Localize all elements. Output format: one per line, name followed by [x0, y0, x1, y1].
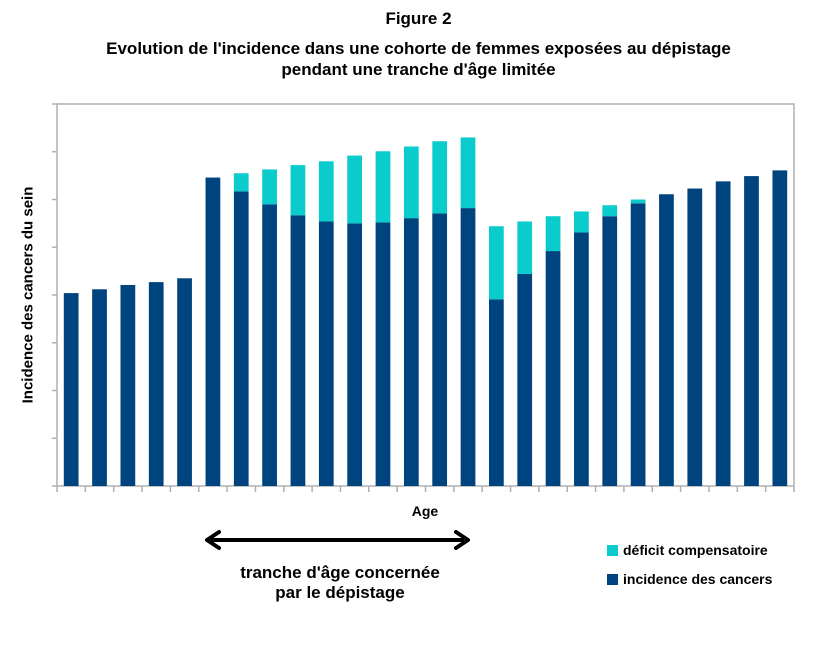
bar-incidence [290, 215, 306, 486]
chart-title: Evolution de l'incidence dans une cohort… [0, 38, 837, 80]
bar-deficit [432, 141, 448, 214]
bar-deficit [517, 221, 533, 274]
arrow-head-right [454, 530, 470, 550]
legend-item-deficit: déficit compensatoire [607, 542, 768, 558]
bar-deficit [347, 155, 363, 224]
legend-swatch-deficit [607, 544, 618, 556]
arrow-head-left [205, 530, 221, 550]
bar-deficit [630, 199, 646, 204]
bar-incidence [574, 232, 589, 486]
bar-deficit [460, 137, 476, 209]
x-axis-label: Age [411, 503, 439, 519]
bar-incidence [403, 218, 419, 486]
legend-label-deficit: déficit compensatoire [623, 542, 768, 558]
bar-incidence [148, 282, 164, 486]
bar-incidence [488, 299, 504, 486]
bar-incidence [120, 284, 136, 486]
bar-incidence [687, 188, 703, 486]
bar-incidence [630, 203, 646, 486]
legend-label-incidence: incidence des cancers [623, 571, 773, 587]
bar-incidence [63, 293, 79, 486]
screening-range-label: tranche d'âge concernée par le dépistage [200, 563, 480, 603]
bar-incidence [92, 289, 107, 486]
bar-incidence [772, 170, 788, 486]
bar-deficit [318, 161, 334, 222]
bar-incidence [177, 278, 192, 486]
bar-incidence [744, 176, 759, 487]
chart-title-line2: pendant une tranche d'âge limitée [281, 60, 556, 79]
bar-incidence [262, 204, 277, 486]
bar-incidence [659, 194, 674, 486]
bar-incidence [318, 221, 334, 486]
bar-incidence [205, 177, 221, 486]
bar-deficit [403, 146, 419, 219]
chart-title-line1: Evolution de l'incidence dans une cohort… [106, 39, 731, 58]
bar-deficit [290, 165, 306, 216]
bar-incidence [602, 216, 618, 486]
bar-incidence [517, 273, 533, 486]
bar-deficit [488, 226, 504, 300]
screening-range-line1: tranche d'âge concernée [240, 563, 440, 582]
screening-range-line2: par le dépistage [275, 583, 405, 602]
legend-item-incidence: incidence des cancers [607, 571, 772, 587]
bar-deficit [375, 151, 391, 223]
bar-deficit [602, 205, 618, 217]
bar-deficit [545, 216, 561, 252]
y-axis-label: Incidence des cancers du sein [19, 186, 37, 404]
bar-incidence [233, 191, 249, 486]
bar-incidence [347, 223, 363, 486]
plot-area-border [56, 103, 795, 487]
figure-label: Figure 2 [385, 9, 452, 28]
bar-incidence [375, 222, 391, 487]
bar-deficit [574, 211, 589, 233]
bar-incidence [715, 181, 731, 487]
legend-swatch-incidence [607, 573, 618, 585]
bar-incidence [545, 251, 561, 486]
bar-deficit [262, 169, 277, 205]
bar-incidence [460, 208, 476, 486]
bar-deficit [233, 173, 249, 192]
bar-incidence [432, 213, 448, 486]
